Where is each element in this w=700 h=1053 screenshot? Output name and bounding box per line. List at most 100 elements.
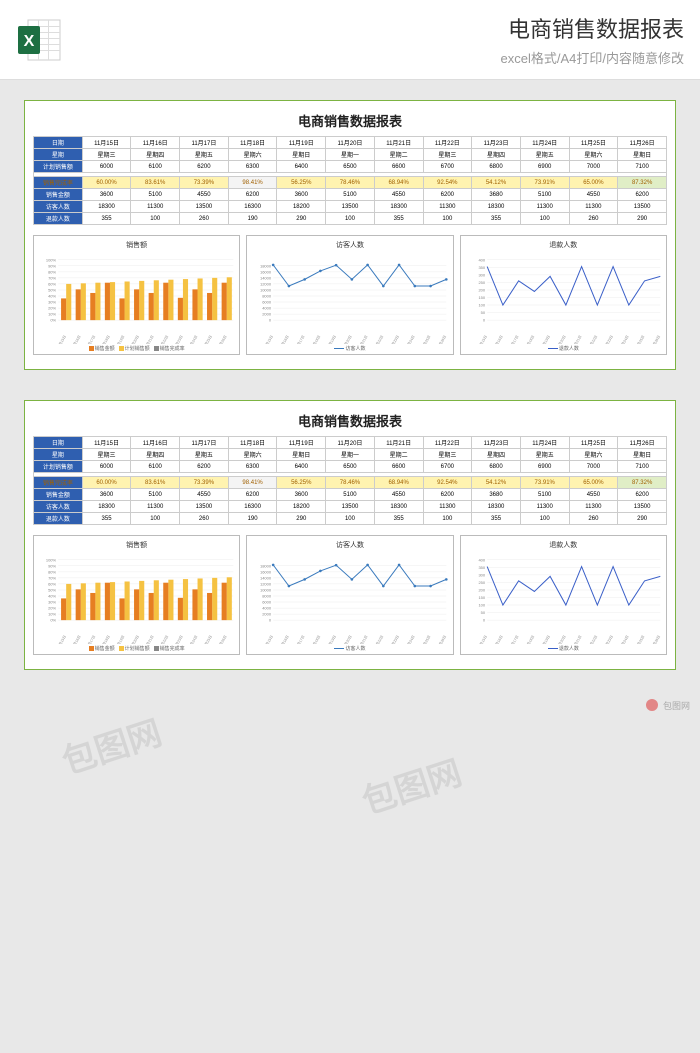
watermark: 包图网 xyxy=(55,705,167,783)
svg-text:11月21日: 11月21日 xyxy=(570,634,582,644)
table-cell: 星期二 xyxy=(374,149,423,161)
table-cell: 6300 xyxy=(228,461,277,473)
svg-text:11月23日: 11月23日 xyxy=(172,634,184,644)
row-label: 退款人数 xyxy=(34,513,83,525)
svg-text:11月26日: 11月26日 xyxy=(216,634,228,644)
svg-text:11月18日: 11月18日 xyxy=(99,334,111,344)
table-cell: 355 xyxy=(82,213,131,225)
table-cell: 100 xyxy=(423,213,472,225)
table-cell: 11300 xyxy=(423,201,472,213)
svg-text:11月26日: 11月26日 xyxy=(649,334,661,344)
svg-text:11月22日: 11月22日 xyxy=(586,634,598,644)
chart-legend: 访客人数 xyxy=(249,345,450,352)
table-cell: 6800 xyxy=(472,461,521,473)
table-cell: 11月16日 xyxy=(131,437,180,449)
table-cell: 11300 xyxy=(131,501,180,513)
footer-logo: 包图网 xyxy=(645,698,690,712)
table-cell: 4550 xyxy=(180,489,229,501)
table-cell: 4550 xyxy=(569,489,618,501)
table-cell: 290 xyxy=(277,213,326,225)
svg-text:11月16日: 11月16日 xyxy=(278,334,290,344)
table-cell: 290 xyxy=(618,213,667,225)
table-cell: 11月17日 xyxy=(180,137,229,149)
table-cell: 5100 xyxy=(326,489,375,501)
table-cell: 18300 xyxy=(374,501,423,513)
svg-text:11月21日: 11月21日 xyxy=(357,634,369,644)
svg-text:11月21日: 11月21日 xyxy=(143,634,155,644)
row-label: 退款人数 xyxy=(34,213,83,225)
table-cell: 290 xyxy=(277,513,326,525)
svg-text:8000: 8000 xyxy=(263,293,273,298)
table-cell: 92.54% xyxy=(423,477,472,489)
svg-text:70%: 70% xyxy=(48,575,56,580)
table-cell: 11月15日 xyxy=(82,437,131,449)
table-cell: 6000 xyxy=(82,461,131,473)
row-label: 星期 xyxy=(34,149,83,161)
table-cell: 73.91% xyxy=(520,177,569,189)
table-cell: 星期四 xyxy=(131,449,180,461)
table-cell: 11月24日 xyxy=(520,137,569,149)
table-cell: 6700 xyxy=(423,461,472,473)
svg-text:50: 50 xyxy=(480,310,485,315)
svg-text:11月16日: 11月16日 xyxy=(70,334,82,344)
svg-text:11月20日: 11月20日 xyxy=(341,334,353,344)
table-cell: 11300 xyxy=(423,501,472,513)
svg-text:100%: 100% xyxy=(46,257,57,262)
header-subtitle: excel格式/A4打印/内容随意修改 xyxy=(78,48,684,67)
table-cell: 18300 xyxy=(472,201,521,213)
table-cell: 11月22日 xyxy=(423,437,472,449)
table-cell: 98.41% xyxy=(228,477,277,489)
table-cell: 6500 xyxy=(326,461,375,473)
table-cell: 4550 xyxy=(180,189,229,201)
table-cell: 11月25日 xyxy=(569,437,618,449)
table-cell: 18300 xyxy=(472,501,521,513)
table-cell: 355 xyxy=(472,513,521,525)
svg-text:300: 300 xyxy=(478,272,485,277)
svg-text:11月23日: 11月23日 xyxy=(602,634,614,644)
table-cell: 星期五 xyxy=(520,449,569,461)
svg-text:11月15日: 11月15日 xyxy=(476,334,488,344)
table-cell: 星期五 xyxy=(180,149,229,161)
table-cell: 6200 xyxy=(228,489,277,501)
svg-text:X: X xyxy=(24,33,35,50)
chart-title: 退款人数 xyxy=(463,240,664,250)
svg-text:18000: 18000 xyxy=(260,563,272,568)
row-label: 计划销售额 xyxy=(34,461,83,473)
table-cell: 11月20日 xyxy=(326,137,375,149)
svg-text:11月26日: 11月26日 xyxy=(649,634,661,644)
svg-text:11月25日: 11月25日 xyxy=(201,634,213,644)
svg-text:4000: 4000 xyxy=(263,306,273,311)
chart-legend: 退款人数 xyxy=(463,345,664,352)
svg-text:40%: 40% xyxy=(48,593,56,598)
chart: 销售额0%10%20%30%40%50%60%70%80%90%100%11月1… xyxy=(33,535,240,655)
table-cell: 78.46% xyxy=(326,177,375,189)
svg-text:11月26日: 11月26日 xyxy=(436,334,448,344)
table-cell: 18300 xyxy=(82,501,131,513)
table-cell: 11月21日 xyxy=(374,437,423,449)
table-cell: 100 xyxy=(131,513,180,525)
svg-text:11月22日: 11月22日 xyxy=(158,334,170,344)
table-cell: 13500 xyxy=(180,201,229,213)
row-label: 访客人数 xyxy=(34,501,83,513)
svg-text:11月22日: 11月22日 xyxy=(373,334,385,344)
table-cell: 11300 xyxy=(131,201,180,213)
svg-text:11月21日: 11月21日 xyxy=(570,334,582,344)
svg-text:100: 100 xyxy=(478,303,485,308)
svg-text:20%: 20% xyxy=(48,306,56,311)
table-cell: 100 xyxy=(520,213,569,225)
svg-text:11月20日: 11月20日 xyxy=(128,634,140,644)
table-cell: 78.46% xyxy=(326,477,375,489)
svg-text:90%: 90% xyxy=(48,563,56,568)
chart: 退款人数05010015020025030035040011月15日11月16日… xyxy=(460,535,667,655)
table-cell: 190 xyxy=(228,213,277,225)
table-cell: 11月16日 xyxy=(131,137,180,149)
table-cell: 11月18日 xyxy=(228,137,277,149)
svg-text:12000: 12000 xyxy=(260,581,272,586)
table-cell: 星期四 xyxy=(472,149,521,161)
table-cell: 65.00% xyxy=(569,177,618,189)
table-cell: 60.00% xyxy=(82,177,131,189)
table-cell: 6100 xyxy=(131,161,180,173)
table-cell: 星期六 xyxy=(569,149,618,161)
table-cell: 60.00% xyxy=(82,477,131,489)
table-cell: 11月19日 xyxy=(277,437,326,449)
